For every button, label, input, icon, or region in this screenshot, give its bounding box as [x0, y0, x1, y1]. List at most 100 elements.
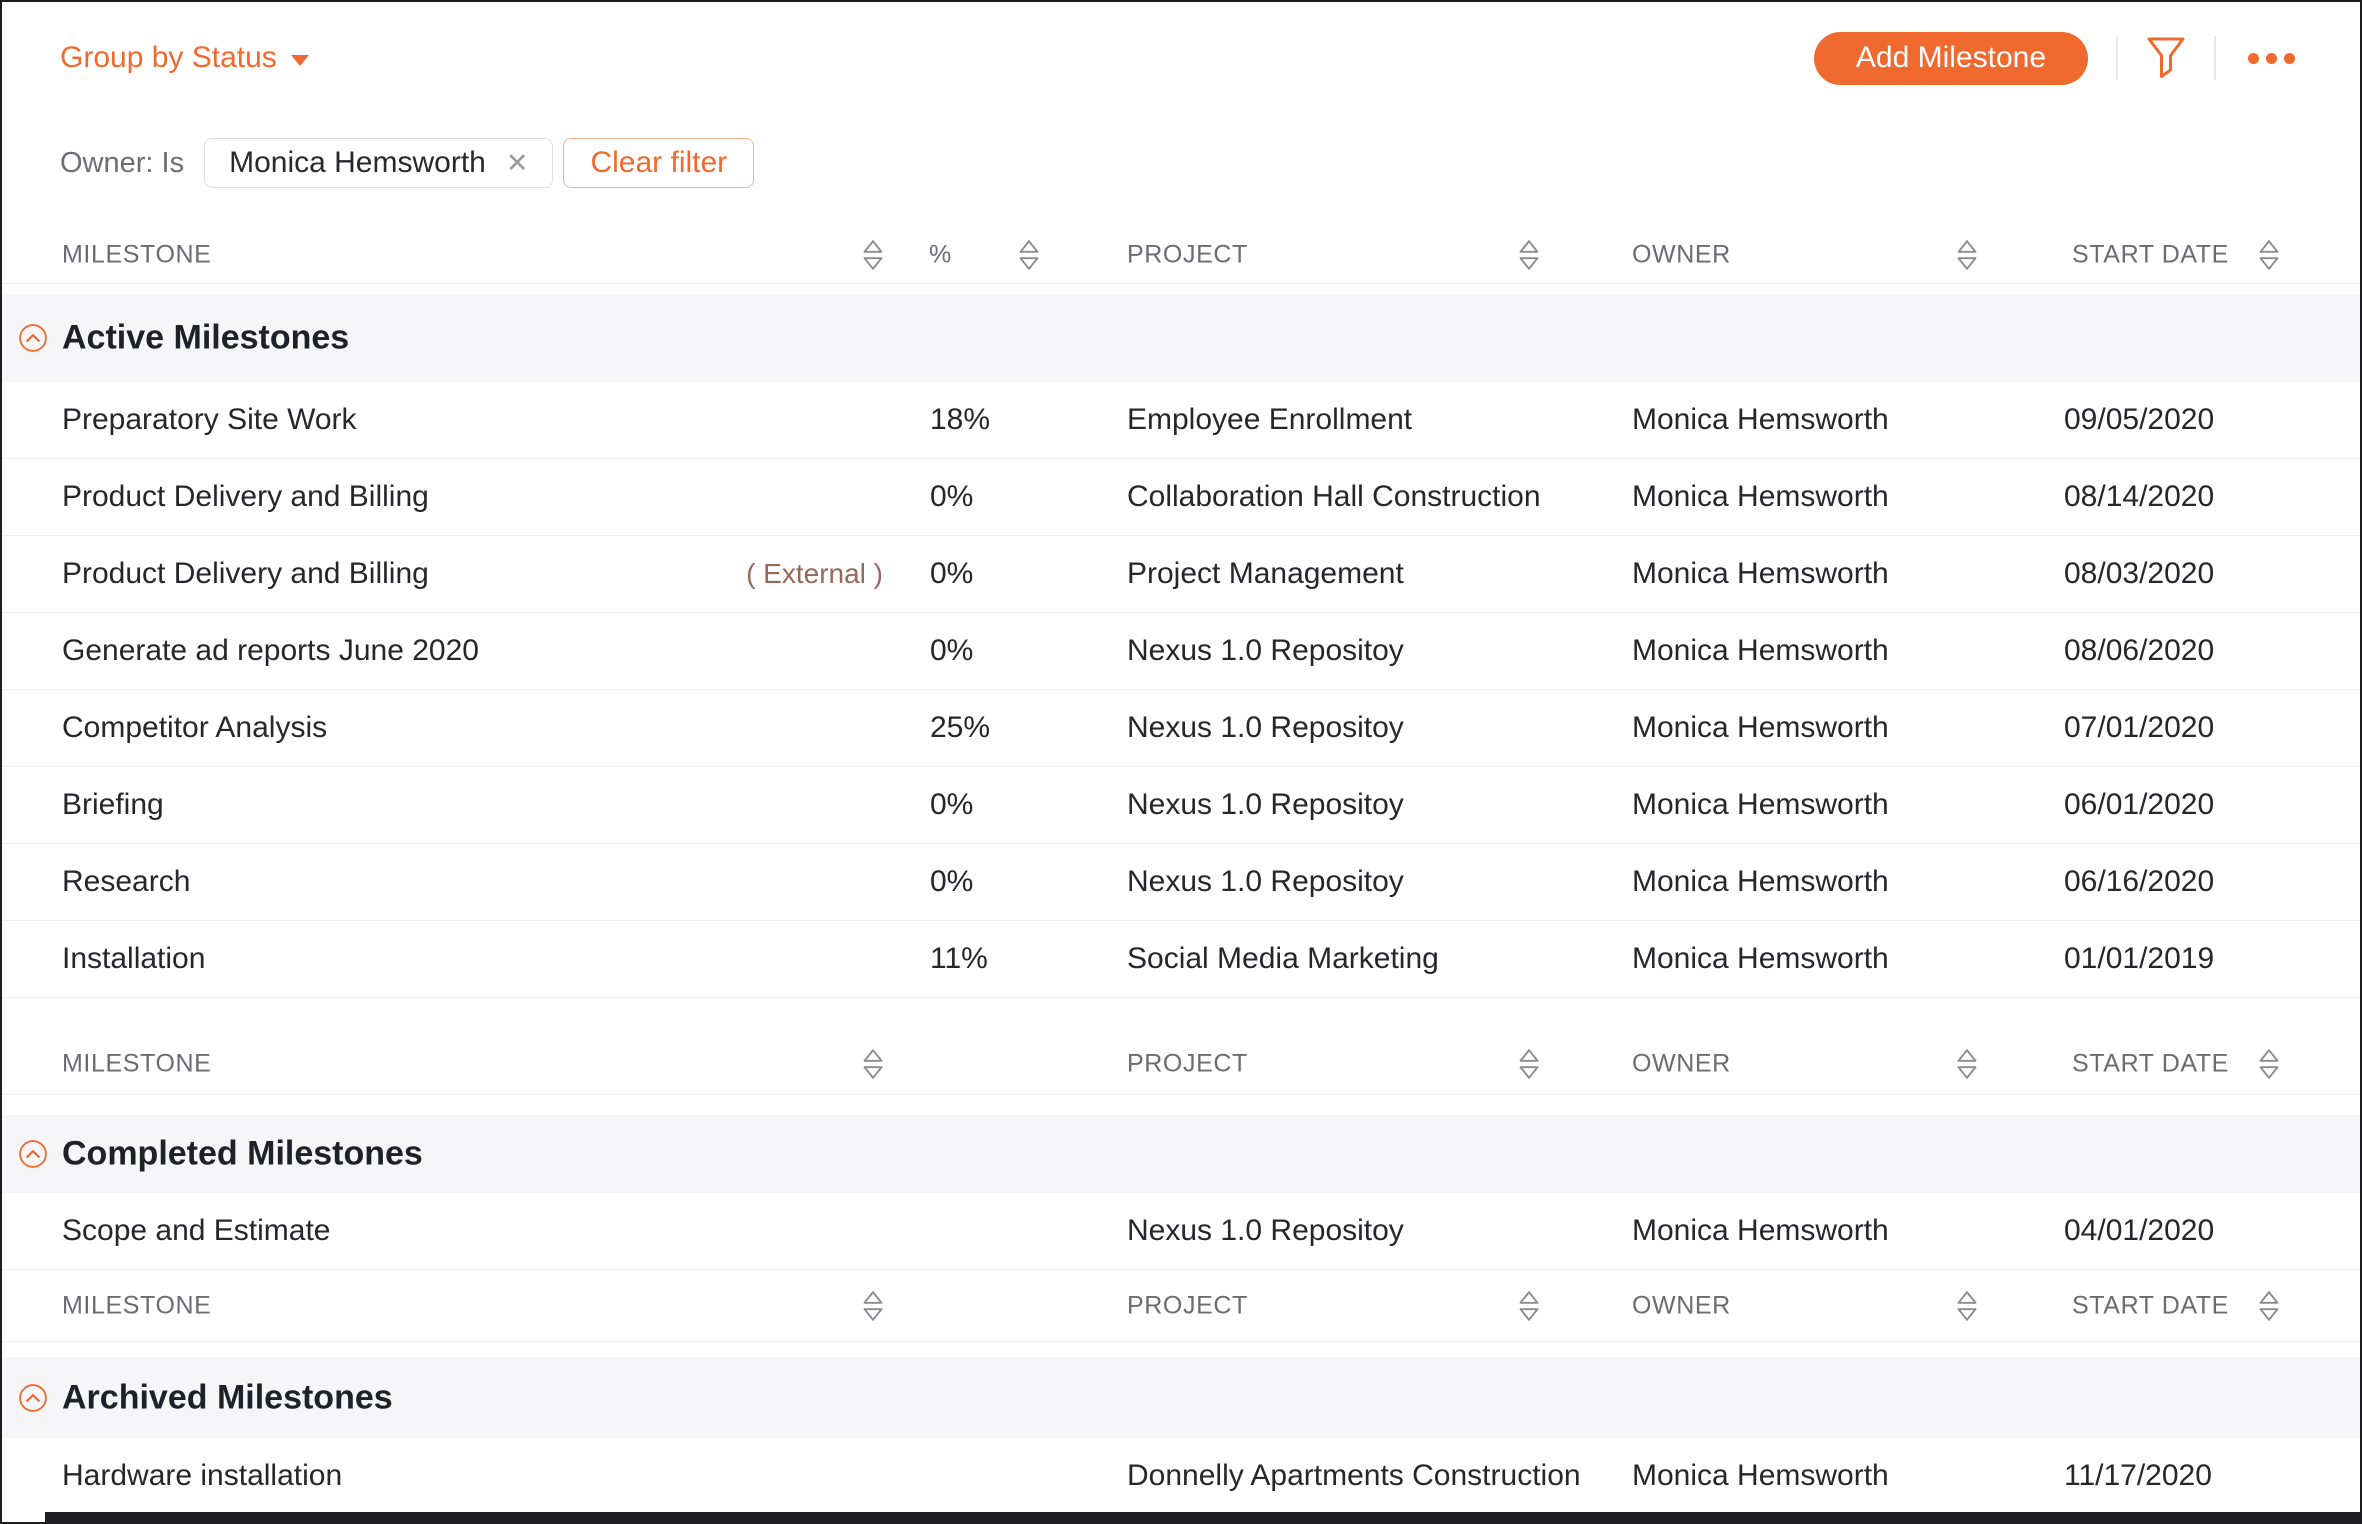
milestone-project: Collaboration Hall Construction — [1127, 480, 1541, 514]
milestone-row[interactable]: Generate ad reports June 2020 0% Nexus 1… — [2, 613, 2360, 690]
milestone-percent: 0% — [930, 865, 973, 899]
milestone-project: Donnelly Apartments Construction — [1127, 1459, 1581, 1493]
milestone-row[interactable]: Scope and Estimate Nexus 1.0 Repositoy M… — [2, 1193, 2360, 1270]
group-header-completed-milestones: Completed Milestones — [2, 1115, 2360, 1193]
milestone-project: Project Management — [1127, 557, 1404, 591]
column-header-project[interactable]: PROJECT — [1127, 241, 1248, 270]
milestone-row[interactable]: Competitor Analysis 25% Nexus 1.0 Reposi… — [2, 690, 2360, 767]
milestone-owner: Monica Hemsworth — [1632, 1214, 1889, 1248]
column-header-milestone[interactable]: MILESTONE — [62, 1291, 211, 1320]
filter-criteria-label: Owner: Is — [60, 147, 184, 180]
collapse-chevron-icon[interactable] — [18, 323, 48, 353]
milestone-start-date: 08/06/2020 — [2064, 634, 2214, 668]
milestone-owner: Monica Hemsworth — [1632, 1459, 1889, 1493]
milestone-start-date: 11/17/2020 — [2064, 1459, 2212, 1493]
column-header-owner[interactable]: OWNER — [1632, 1049, 1731, 1078]
sort-icon[interactable] — [1954, 238, 1980, 272]
milestone-owner: Monica Hemsworth — [1632, 942, 1889, 976]
group-by-dropdown[interactable]: Group by Status — [60, 41, 309, 75]
milestone-row[interactable]: Research 0% Nexus 1.0 Repositoy Monica H… — [2, 844, 2360, 921]
milestone-name: Research — [62, 865, 190, 899]
column-header-start-date[interactable]: START DATE — [2072, 1291, 2229, 1320]
filter-bar: Owner: Is Monica Hemsworth ✕ Clear filte… — [2, 132, 2360, 194]
milestone-name: Product Delivery and Billing — [62, 480, 429, 514]
milestone-project: Social Media Marketing — [1127, 942, 1439, 976]
milestone-project: Nexus 1.0 Repositoy — [1127, 788, 1404, 822]
milestone-name: Generate ad reports June 2020 — [62, 634, 479, 668]
milestone-owner: Monica Hemsworth — [1632, 711, 1889, 745]
collapse-chevron-icon[interactable] — [18, 1139, 48, 1169]
sort-icon[interactable] — [1516, 1289, 1542, 1323]
sort-icon[interactable] — [860, 1047, 886, 1081]
sort-icon[interactable] — [1016, 238, 1042, 272]
column-header-owner[interactable]: OWNER — [1632, 1291, 1731, 1320]
collapse-chevron-icon[interactable] — [18, 1383, 48, 1413]
milestone-row[interactable]: Product Delivery and Billing ( External … — [2, 536, 2360, 613]
sort-icon[interactable] — [2256, 238, 2282, 272]
milestone-owner: Monica Hemsworth — [1632, 865, 1889, 899]
milestone-name: Briefing — [62, 788, 164, 822]
column-header-start-date[interactable]: START DATE — [2072, 241, 2229, 270]
sort-icon[interactable] — [860, 1289, 886, 1323]
add-milestone-button[interactable]: Add Milestone — [1814, 32, 2088, 85]
milestone-start-date: 06/01/2020 — [2064, 788, 2214, 822]
milestone-percent: 0% — [930, 788, 973, 822]
owner-filter-chip[interactable]: Monica Hemsworth ✕ — [204, 138, 553, 188]
column-header-project[interactable]: PROJECT — [1127, 1291, 1248, 1320]
milestone-name: Preparatory Site Work — [62, 403, 357, 437]
milestone-row[interactable]: Preparatory Site Work 18% Employee Enrol… — [2, 382, 2360, 459]
sort-icon[interactable] — [1516, 238, 1542, 272]
milestone-row[interactable]: Product Delivery and Billing 0% Collabor… — [2, 459, 2360, 536]
clear-filter-button[interactable]: Clear filter — [563, 138, 754, 188]
sort-icon[interactable] — [1516, 1047, 1542, 1081]
group-header-active-milestones: Active Milestones — [2, 294, 2360, 382]
toolbar: Group by Status Add Milestone — [2, 2, 2360, 114]
milestone-project: Nexus 1.0 Repositoy — [1127, 634, 1404, 668]
column-header-owner[interactable]: OWNER — [1632, 241, 1731, 270]
milestone-owner: Monica Hemsworth — [1632, 403, 1889, 437]
column-header-percent[interactable]: % — [929, 241, 952, 270]
sort-icon[interactable] — [1954, 1289, 1980, 1323]
milestone-row[interactable]: Installation 11% Social Media Marketing … — [2, 921, 2360, 998]
column-header-milestone[interactable]: MILESTONE — [62, 241, 211, 270]
column-header-start-date[interactable]: START DATE — [2072, 1049, 2229, 1078]
more-options-icon[interactable] — [2244, 53, 2299, 64]
chip-close-icon[interactable]: ✕ — [506, 150, 529, 177]
milestone-project: Nexus 1.0 Repositoy — [1127, 865, 1404, 899]
milestone-start-date: 04/01/2020 — [2064, 1214, 2214, 1248]
milestone-start-date: 01/01/2019 — [2064, 942, 2214, 976]
milestone-percent: 0% — [930, 634, 973, 668]
group-title: Active Milestones — [62, 319, 349, 358]
column-header-project[interactable]: PROJECT — [1127, 1049, 1248, 1078]
column-header-milestone[interactable]: MILESTONE — [62, 1049, 211, 1078]
table-header-row: MILESTONE PROJECT OWNER START DATE — [2, 1033, 2360, 1095]
toolbar-actions: Add Milestone — [1814, 32, 2299, 85]
sort-icon[interactable] — [1954, 1047, 1980, 1081]
milestone-project: Nexus 1.0 Repositoy — [1127, 1214, 1404, 1248]
milestone-project: Employee Enrollment — [1127, 403, 1412, 437]
milestone-name: Competitor Analysis — [62, 711, 327, 745]
divider — [2116, 36, 2118, 80]
milestone-start-date: 08/14/2020 — [2064, 480, 2214, 514]
sort-icon[interactable] — [2256, 1289, 2282, 1323]
milestone-owner: Monica Hemsworth — [1632, 788, 1889, 822]
filter-icon[interactable] — [2146, 35, 2186, 81]
milestone-percent: 11% — [930, 942, 988, 976]
milestone-owner: Monica Hemsworth — [1632, 480, 1889, 514]
sort-icon[interactable] — [2256, 1047, 2282, 1081]
group-header-archived-milestones: Archived Milestones — [2, 1357, 2360, 1438]
horizontal-scrollbar[interactable] — [45, 1512, 2360, 1522]
table-header-row: MILESTONE % PROJECT OWNER START DATE — [2, 227, 2360, 284]
milestone-row[interactable]: Briefing 0% Nexus 1.0 Repositoy Monica H… — [2, 767, 2360, 844]
milestone-percent: 0% — [930, 557, 973, 591]
milestone-start-date: 07/01/2020 — [2064, 711, 2214, 745]
sort-icon[interactable] — [860, 238, 886, 272]
milestone-name: Installation — [62, 942, 205, 976]
milestone-percent: 25% — [930, 711, 990, 745]
milestone-start-date: 09/05/2020 — [2064, 403, 2214, 437]
milestone-name: Scope and Estimate — [62, 1214, 331, 1248]
milestone-start-date: 06/16/2020 — [2064, 865, 2214, 899]
milestone-row[interactable]: Hardware installation Donnelly Apartment… — [2, 1438, 2360, 1514]
milestone-percent: 0% — [930, 480, 973, 514]
milestone-owner: Monica Hemsworth — [1632, 557, 1889, 591]
